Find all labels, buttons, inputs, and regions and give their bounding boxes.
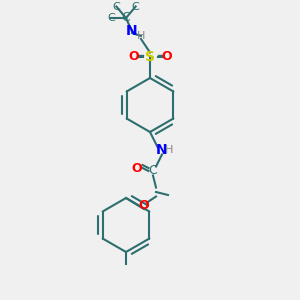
Text: O: O bbox=[161, 50, 172, 64]
Text: O: O bbox=[139, 199, 149, 212]
Text: O: O bbox=[131, 161, 142, 175]
Text: H: H bbox=[137, 31, 145, 41]
Text: C: C bbox=[132, 2, 140, 11]
Text: C: C bbox=[122, 11, 130, 25]
Text: O: O bbox=[128, 50, 139, 64]
Text: N: N bbox=[126, 25, 138, 38]
Text: C: C bbox=[148, 164, 158, 178]
Text: S: S bbox=[145, 50, 155, 64]
Text: H: H bbox=[165, 145, 174, 155]
Text: C: C bbox=[112, 2, 120, 11]
Text: N: N bbox=[156, 143, 168, 157]
Text: C: C bbox=[107, 13, 115, 23]
